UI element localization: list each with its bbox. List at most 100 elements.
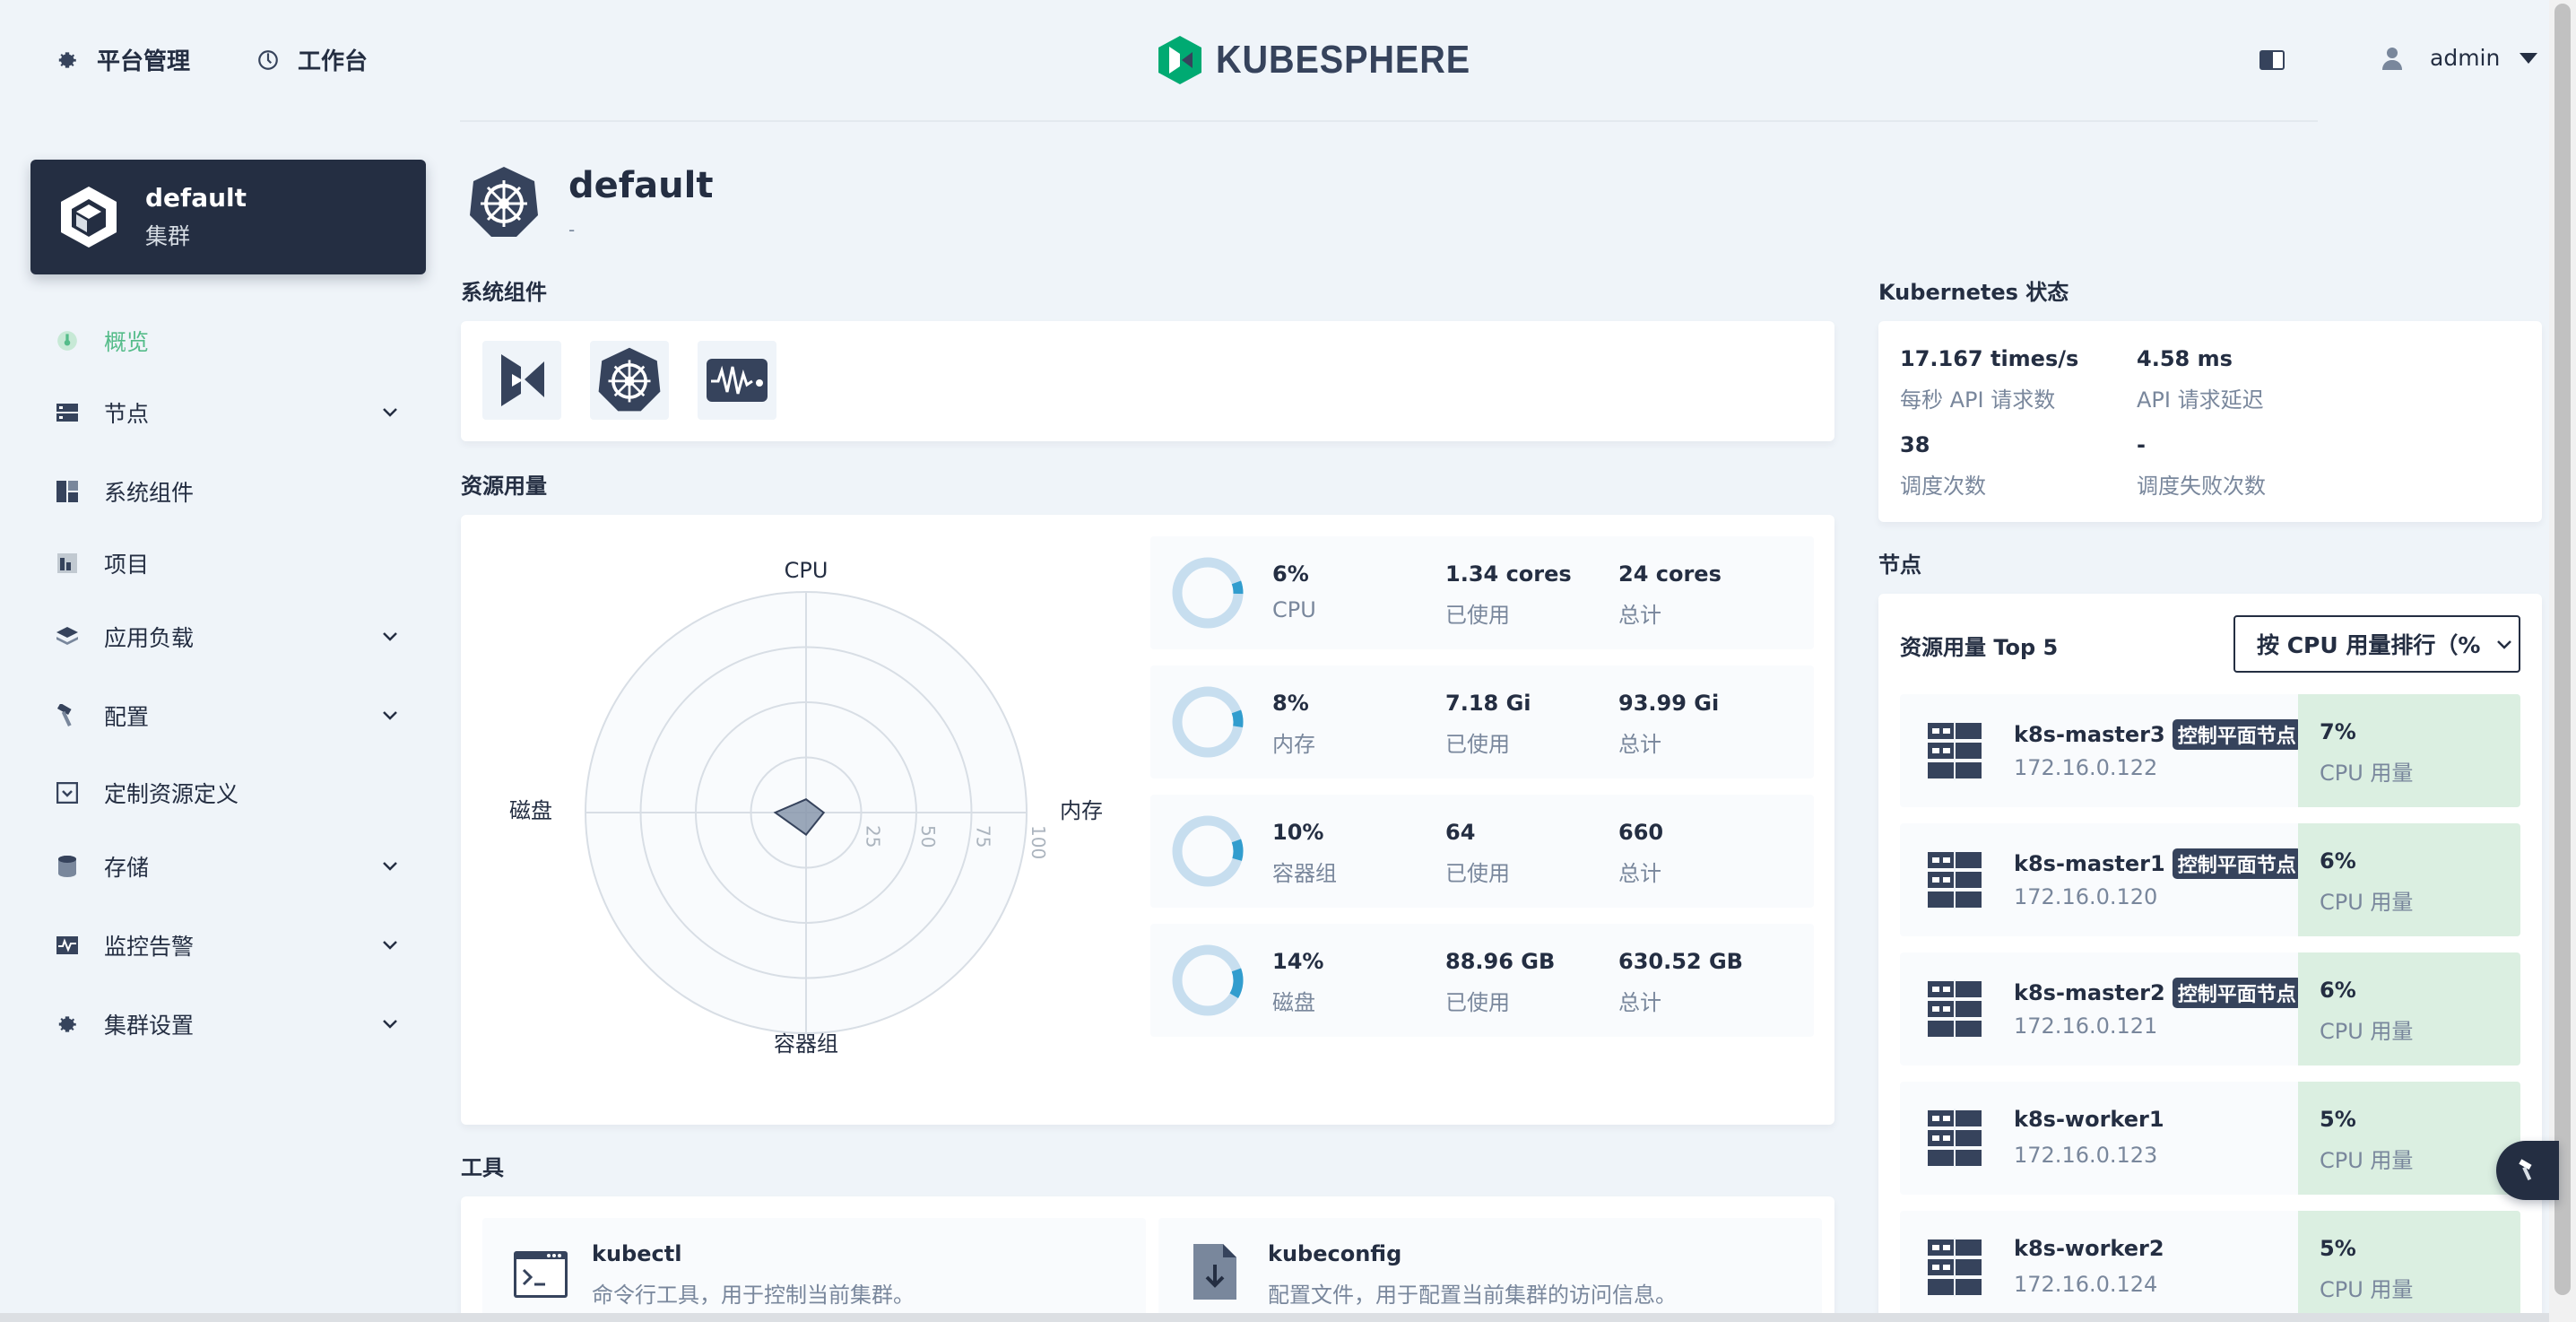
tool-description: 命令行工具，用于控制当前集群。 [592,1283,915,1308]
usage-used-label: 已使用 [1445,861,1510,886]
sidebar-item-cluster-settings[interactable]: 集群设置 [54,1005,412,1044]
usage-used-label: 已使用 [1445,732,1510,757]
node-name[interactable]: k8s-master1 [2014,851,2165,876]
top-nav: 平台管理 工作台 KUBESPHERE admin [0,0,2576,122]
radar-tick-label: 75 [973,825,994,848]
kubesphere-logo[interactable]: KUBESPHERE [1157,34,1499,86]
sidebar-item-system-components[interactable]: 系统组件 [54,472,412,511]
usage-used: 1.34 cores [1445,561,1572,587]
kubesphere-icon [501,354,544,406]
cluster-name: default [145,183,247,213]
radar-tick-label: 50 [917,825,939,848]
node-cpu-usage: 6% CPU 用量 [2298,952,2520,1065]
sidebar-item-label: 监控告警 [104,934,195,960]
user-name: admin [2430,45,2501,71]
sidebar-item-label: 系统组件 [104,480,195,506]
crd-icon [56,782,78,804]
usage-ring [1172,557,1244,629]
usage-label: 磁盘 [1272,990,1315,1015]
node-ip: 172.16.0.120 [2014,884,2158,909]
nodes-top-title: 资源用量 Top 5 [1900,635,2059,660]
page-title: default [568,165,714,206]
nodes-title: 节点 [1878,552,1921,578]
sidebar-item-projects[interactable]: 项目 [54,544,412,583]
scrollbar-thumb[interactable] [2554,4,2571,1295]
node-name[interactable]: k8s-master2 [2014,980,2165,1005]
radar-tick-label: 25 [863,825,884,848]
component-kubernetes[interactable] [590,341,669,420]
sidebar-item-storage[interactable]: 存储 [54,847,412,886]
component-kubesphere[interactable] [482,341,561,420]
tool-kubectl[interactable]: kubectl 命令行工具，用于控制当前集群。 [482,1218,1146,1322]
schedule-fail-count-label: 调度失败次数 [2137,474,2266,499]
chevron-down-icon [383,941,397,950]
sidebar-item-monitoring[interactable]: 监控告警 [54,926,412,965]
sidebar-item-label: 集群设置 [104,1013,195,1039]
cluster-type: 集群 [145,223,191,249]
gear-icon [58,51,76,68]
radar-data-polygon [773,798,826,836]
vertical-scrollbar[interactable] [2549,0,2576,1322]
sort-dropdown-label: 按 CPU 用量排行（% [2257,632,2481,658]
nav-platform-management[interactable]: 平台管理 [56,43,190,76]
node-row[interactable]: k8s-master3 控制平面节点 172.16.0.122 7% CPU 用量 [1900,694,2520,807]
usage-percent: 10% [1272,820,1324,845]
chevron-down-icon [383,1020,397,1029]
usage-label: 容器组 [1272,861,1337,886]
node-name[interactable]: k8s-worker1 [2014,1107,2164,1132]
nav-workbench[interactable]: 工作台 [256,43,368,76]
terminal-icon [514,1251,568,1298]
resource-stat-row: 8% 内存 7.18 Gi 已使用 93.99 Gi 总计 [1150,665,1814,778]
sidebar-item-label: 应用负载 [104,625,195,651]
node-cpu-percent: 5% [2320,1236,2356,1261]
theme-toggle-icon[interactable] [2259,50,2285,74]
chevron-down-icon [2497,640,2512,649]
usage-total-label: 总计 [1618,990,1661,1015]
component-monitoring[interactable] [698,341,776,420]
radar-axis-label-pods: 容器组 [774,1031,838,1057]
sidebar-item-config[interactable]: 配置 [54,696,412,735]
monitor-icon [56,936,78,954]
node-row[interactable]: k8s-master1 控制平面节点 172.16.0.120 6% CPU 用量 [1900,823,2520,936]
node-row[interactable]: k8s-master2 控制平面节点 172.16.0.121 6% CPU 用量 [1900,952,2520,1065]
node-cpu-usage: 6% CPU 用量 [2298,823,2520,936]
cluster-card[interactable]: default 集群 [30,160,426,274]
tool-kubeconfig[interactable]: kubeconfig 配置文件，用于配置当前集群的访问信息。 [1158,1218,1822,1322]
usage-total-label: 总计 [1618,603,1661,628]
node-name[interactable]: k8s-master3 [2014,722,2165,747]
schedule-fail-count: - [2137,432,2146,457]
control-plane-badge: 控制平面节点 [2172,978,2302,1008]
hammer-icon [56,704,72,727]
chevron-down-icon [383,711,397,720]
control-plane-badge: 控制平面节点 [2172,719,2302,750]
usage-ring-fill [1172,944,1244,1016]
node-cpu-label: CPU 用量 [2320,890,2414,915]
usage-used: 64 [1445,820,1476,845]
control-plane-badge: 控制平面节点 [2172,848,2302,879]
sidebar-item-label: 定制资源定义 [104,781,239,807]
resource-radar-chart: CPU 内存 容器组 磁盘 25 50 75 100 [509,558,1103,1057]
node-row[interactable]: k8s-worker2 172.16.0.124 5% CPU 用量 [1900,1211,2520,1322]
user-icon [2382,47,2402,70]
toolbox-float-button[interactable] [2496,1141,2559,1200]
node-cpu-percent: 7% [2320,719,2356,744]
user-menu[interactable]: admin [2381,45,2538,71]
horizontal-scrollbar[interactable] [0,1313,2549,1322]
node-cpu-label: CPU 用量 [2320,761,2414,786]
sidebar-item-nodes[interactable]: 节点 [54,393,412,432]
usage-percent: 6% [1272,561,1309,587]
usage-ring [1172,944,1244,1016]
system-components-title: 系统组件 [461,280,547,305]
kubernetes-icon [598,347,661,412]
sidebar-item-overview[interactable]: 概览 [54,321,412,361]
sidebar-item-workloads[interactable]: 应用负载 [54,617,412,657]
node-cpu-percent: 5% [2320,1107,2356,1132]
nav-platform-label: 平台管理 [97,48,191,75]
sidebar-item-crd[interactable]: 定制资源定义 [54,773,412,813]
k8s-status-panel [1878,321,2542,522]
node-name[interactable]: k8s-worker2 [2014,1236,2164,1261]
node-row[interactable]: k8s-worker1 172.16.0.123 5% CPU 用量 [1900,1082,2520,1195]
sort-dropdown[interactable]: 按 CPU 用量排行（% [2233,615,2520,673]
logo-text: KUBESPHERE [1216,38,1471,82]
helm-wheel-icon [466,165,542,244]
